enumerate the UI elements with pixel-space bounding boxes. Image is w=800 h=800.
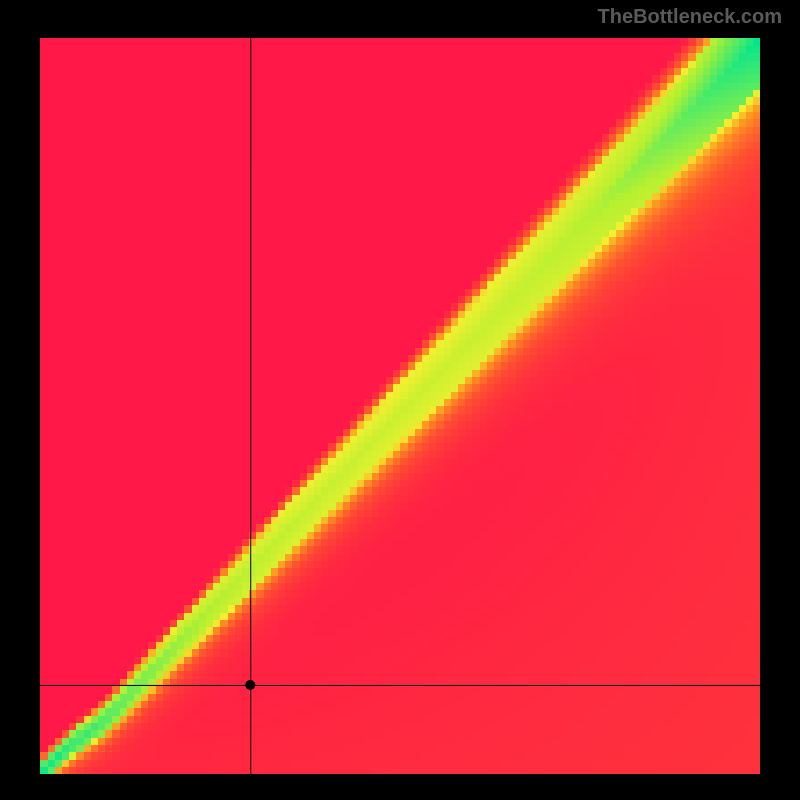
heatmap-canvas [40, 38, 760, 774]
bottleneck-heatmap [40, 38, 760, 774]
watermark-text: TheBottleneck.com [0, 0, 800, 34]
